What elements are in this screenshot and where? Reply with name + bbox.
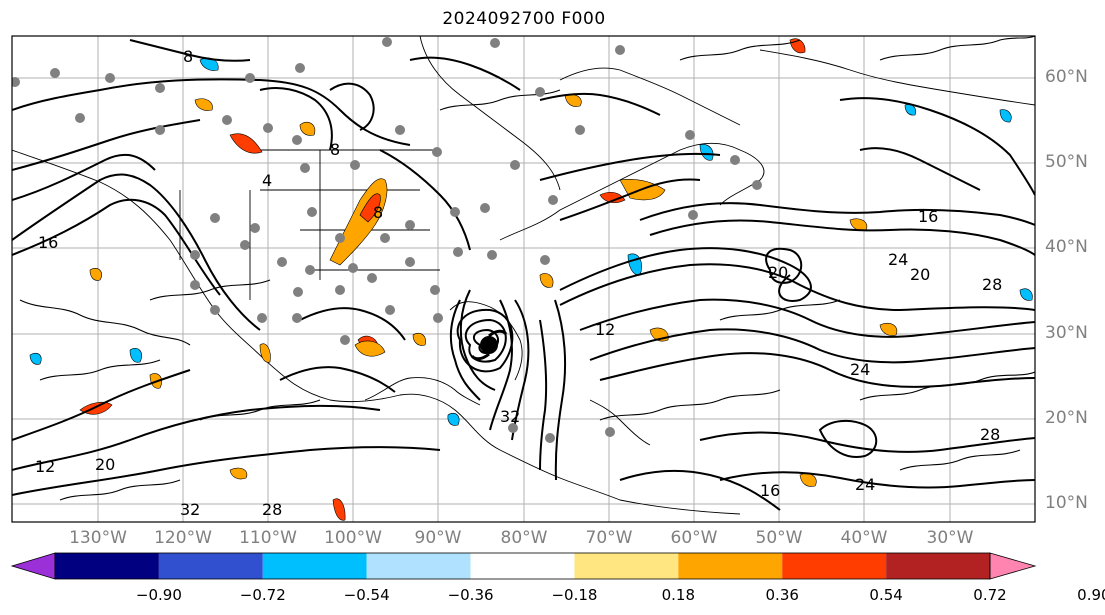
lon-label: 110°W — [239, 528, 297, 548]
contour-label: 16 — [760, 481, 780, 500]
colorbar-extend-high — [989, 552, 1037, 580]
contour-label: 32 — [180, 500, 200, 519]
contour-label: 12 — [35, 457, 55, 476]
contour-label: 16 — [38, 233, 58, 252]
colorbar-cell — [366, 553, 471, 579]
contour-label: 32 — [500, 407, 520, 426]
colorbar-tick-label: 0.18 — [661, 586, 696, 604]
colorbar-frame — [54, 552, 991, 580]
lon-label: 90°W — [414, 528, 462, 548]
lon-label: 60°W — [670, 528, 718, 548]
colorbar-tick-label: 0.54 — [869, 586, 903, 604]
lon-label: 50°W — [755, 528, 803, 548]
chart-title: 2024092700 F000 — [442, 9, 606, 29]
colorbar-cell — [886, 553, 990, 579]
colorbar-tick-label: 0.36 — [765, 586, 799, 604]
lat-label: 10°N — [1045, 493, 1088, 513]
colorbar-tick-label: −0.18 — [551, 586, 598, 604]
contour-label: 24 — [850, 360, 870, 379]
contour-label: 8 — [330, 140, 340, 159]
contour-labels: 8 8 4 8 16 20 24 28 32 12 20 24 16 16 28… — [35, 47, 1002, 519]
storm-center-icon — [470, 329, 508, 361]
map-frame — [11, 35, 1036, 523]
colorbar-cell — [262, 553, 367, 579]
contour-label: 20 — [910, 265, 930, 284]
lat-label: 60°N — [1045, 67, 1088, 87]
colorbar-cell — [782, 553, 887, 579]
contour-label: 16 — [918, 207, 938, 226]
contour-label: 4 — [262, 171, 272, 190]
lat-label: 40°N — [1045, 237, 1088, 257]
colorbar-cell — [55, 553, 159, 579]
contour-label: 28 — [982, 275, 1002, 294]
colorbar-tick-label: −0.72 — [239, 586, 286, 604]
lon-label: 100°W — [324, 528, 382, 548]
lon-label: 130°W — [69, 528, 127, 548]
lon-label: 70°W — [585, 528, 633, 548]
contour-label: 8 — [183, 47, 193, 66]
colorbar-tick-label: −0.54 — [343, 586, 390, 604]
contour-label: 28 — [980, 425, 1000, 444]
contour-label: 20 — [768, 263, 788, 282]
contour-label: 12 — [595, 320, 615, 339]
colorbar-cell — [470, 553, 575, 579]
lon-label: 40°W — [840, 528, 888, 548]
contour-label: 28 — [262, 500, 282, 519]
contour-label: 24 — [888, 250, 908, 269]
colorbar — [10, 552, 1037, 580]
lat-label: 30°N — [1045, 323, 1088, 343]
colorbar-tick-label: 0.90 — [1077, 586, 1105, 604]
colorbar-extend-low — [10, 552, 56, 580]
colorbar-tick-label: −0.90 — [135, 586, 182, 604]
shaded-anomalies — [29, 38, 1033, 521]
contour-label: 24 — [855, 475, 875, 494]
colorbar-cell — [574, 553, 679, 579]
contour-label: 20 — [95, 455, 115, 474]
colorbar-tick-label: 0.72 — [973, 586, 1007, 604]
coastlines — [12, 36, 1035, 515]
colorbar-tick-label: −0.36 — [447, 586, 494, 604]
lon-label: 80°W — [500, 528, 548, 548]
lat-label: 20°N — [1045, 408, 1088, 428]
contour-label: 8 — [373, 203, 383, 222]
lon-label: 30°W — [926, 528, 974, 548]
colorbar-cell — [158, 553, 263, 579]
colorbar-cell — [678, 553, 783, 579]
lat-label: 50°N — [1045, 152, 1088, 172]
fine-contours — [19, 36, 1035, 501]
lon-label: 120°W — [154, 528, 212, 548]
station-dots — [12, 37, 762, 443]
